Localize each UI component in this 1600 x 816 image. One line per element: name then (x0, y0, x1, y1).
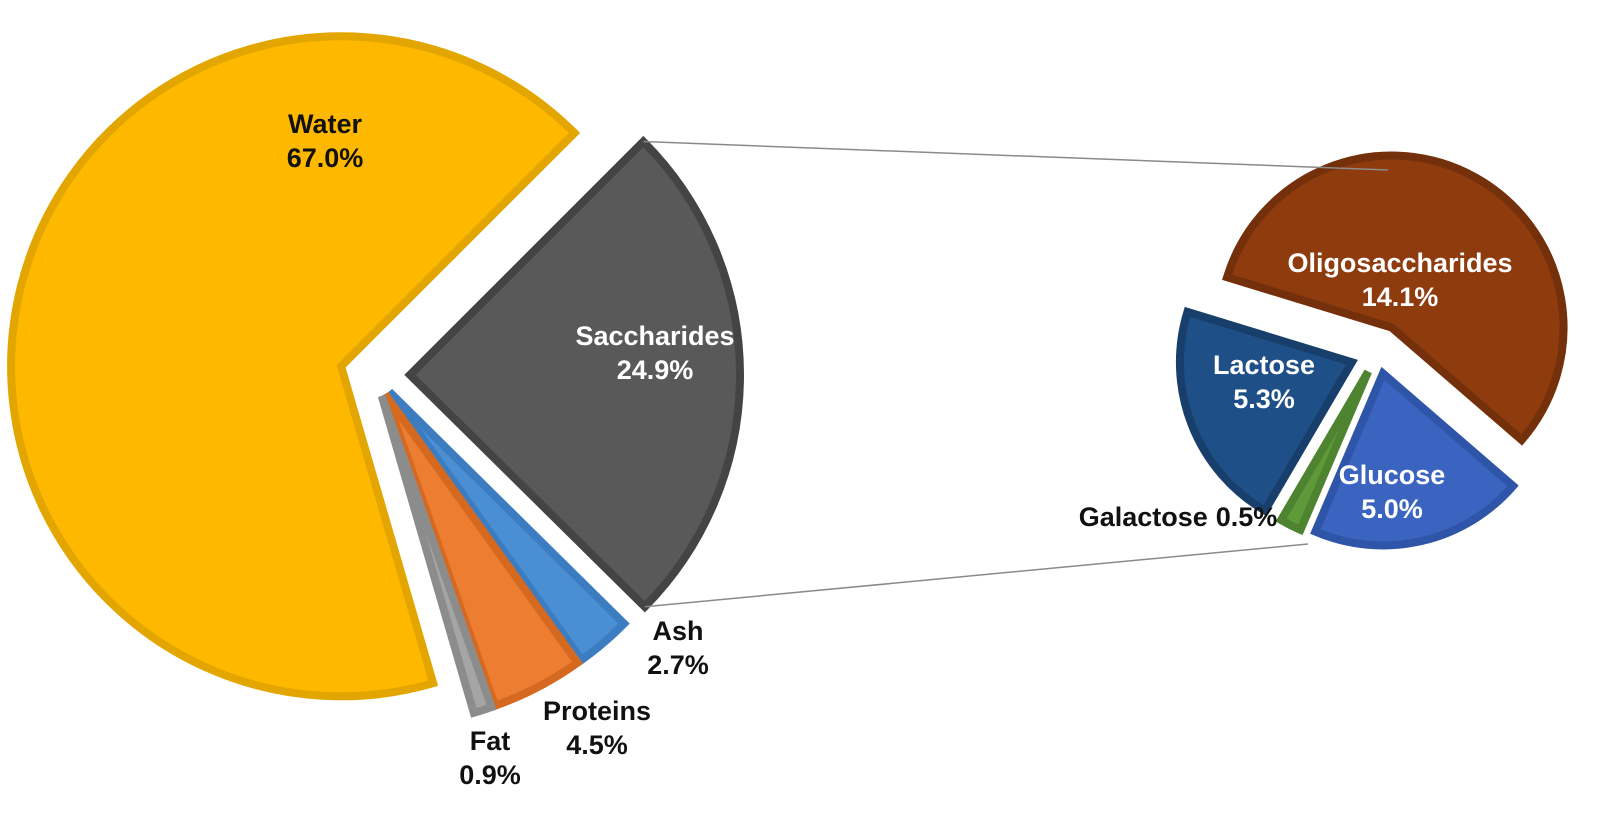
label-value: 5.3% (1233, 384, 1295, 414)
label-name: Lactose (1213, 350, 1315, 380)
pie-slice (386, 388, 630, 666)
data-label: Lactose 5.3% (1213, 350, 1315, 414)
pie (1175, 151, 1568, 550)
pie-slice (7, 32, 581, 701)
pie-slice (404, 135, 744, 613)
pie-slice (1222, 151, 1568, 446)
data-label: Proteins 4.5% (543, 696, 651, 760)
label-value: 5.0% (1361, 494, 1423, 524)
data-label: Ash 2.7% (647, 616, 709, 680)
pie-slice (1310, 366, 1519, 550)
data-label: Galactose 0.5% (1079, 502, 1278, 532)
label-name: Galactose (1079, 502, 1208, 532)
label-name: Fat (470, 726, 511, 756)
pie-slice (377, 394, 497, 718)
label-value: 4.5% (566, 730, 628, 760)
pie-slice (1275, 369, 1372, 536)
label-value: 67.0% (287, 143, 364, 173)
label-value: 0.9% (459, 760, 521, 790)
data-label: Saccharides 24.9% (575, 321, 734, 385)
label-value: 2.7% (647, 650, 709, 680)
label-name: Saccharides (575, 321, 734, 351)
label-name: Proteins (543, 696, 651, 726)
connector-line (644, 543, 1309, 608)
data-label: Glucose 5.0% (1339, 460, 1446, 524)
pie-slice (1175, 306, 1358, 517)
data-label: Oligosaccharides 14.1% (1287, 248, 1512, 312)
pie (7, 32, 744, 718)
label-value: 14.1% (1362, 282, 1439, 312)
label-value: 24.9% (617, 355, 694, 385)
label-name: Water (288, 109, 363, 139)
label-name: Oligosaccharides (1287, 248, 1512, 278)
data-label: Water 67.0% (287, 109, 364, 173)
data-label: Fat 0.9% (459, 726, 521, 790)
label-name: Glucose (1339, 460, 1446, 490)
label-value: 0.5% (1216, 502, 1278, 532)
label-name: Ash (652, 616, 703, 646)
connector-line (643, 140, 1389, 171)
